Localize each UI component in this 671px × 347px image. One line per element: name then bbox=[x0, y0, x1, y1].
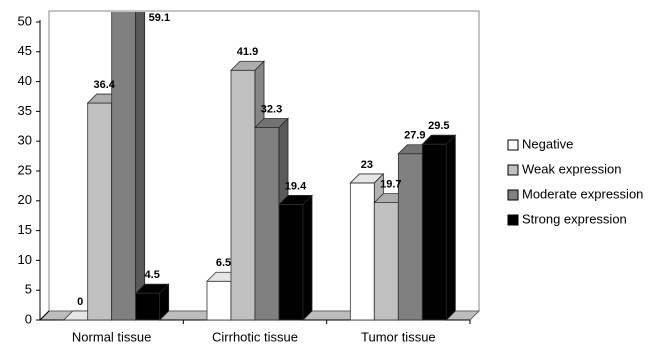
value-label: 29.5 bbox=[428, 120, 449, 132]
bar bbox=[134, 283, 170, 321]
y-tick-label: 35 bbox=[18, 103, 32, 118]
y-tick-label: 45 bbox=[18, 43, 32, 58]
y-tick-label: 50 bbox=[18, 13, 32, 28]
legend-label: Moderate expression bbox=[522, 186, 643, 201]
value-label: 36.4 bbox=[93, 79, 115, 91]
bar-front bbox=[135, 292, 161, 321]
y-tick-label: 25 bbox=[18, 162, 32, 177]
legend-swatch bbox=[507, 139, 519, 151]
x-tick-label: Cirrhotic tissue bbox=[212, 329, 298, 344]
legend-swatch bbox=[507, 189, 519, 201]
bar-front bbox=[230, 69, 256, 321]
value-label: 23 bbox=[361, 159, 373, 171]
legend-label: Weak expression bbox=[522, 161, 621, 176]
value-label: 0 bbox=[77, 296, 83, 308]
bar-side bbox=[302, 194, 313, 321]
bar bbox=[421, 134, 457, 321]
bar-front bbox=[278, 203, 304, 321]
x-tick-label: Normal tissue bbox=[72, 329, 151, 344]
bars bbox=[62, 12, 457, 321]
value-label: 19.4 bbox=[285, 180, 307, 192]
value-label: 59.1 bbox=[149, 12, 170, 24]
bar-side bbox=[159, 283, 170, 321]
bar-side bbox=[135, 12, 146, 321]
bar-front bbox=[397, 153, 423, 321]
bar-side bbox=[445, 134, 456, 321]
bar-front bbox=[87, 102, 113, 321]
bar bbox=[254, 117, 289, 321]
y-tick-label: 40 bbox=[18, 73, 32, 88]
bar bbox=[111, 12, 146, 321]
bar-front bbox=[373, 202, 399, 321]
y-tick-label: 15 bbox=[18, 222, 32, 237]
bar-front bbox=[111, 12, 137, 321]
value-label: 4.5 bbox=[145, 269, 160, 281]
legend-label: Negative bbox=[522, 136, 573, 151]
value-label: 41.9 bbox=[237, 46, 258, 58]
y-tick-label: 10 bbox=[18, 252, 32, 267]
legend-label: Strong expression bbox=[522, 211, 627, 226]
y-tick-label: 30 bbox=[18, 133, 32, 148]
y-tick-label: 20 bbox=[18, 192, 32, 207]
value-label: 32.3 bbox=[261, 103, 282, 115]
bar-front bbox=[254, 127, 280, 321]
bar-front bbox=[349, 182, 375, 321]
y-tick-label: 0 bbox=[25, 311, 32, 326]
y-axis-depth bbox=[39, 310, 50, 321]
value-label: 19.7 bbox=[380, 178, 401, 190]
value-label: 6.5 bbox=[216, 257, 231, 269]
y-tick-label: 5 bbox=[25, 282, 32, 297]
bar bbox=[278, 194, 313, 321]
x-tick-label: Tumor tissue bbox=[361, 329, 436, 344]
legend-swatch bbox=[507, 214, 519, 226]
bar-front bbox=[206, 280, 232, 321]
bar-front bbox=[421, 143, 447, 321]
legend-swatch bbox=[507, 164, 519, 176]
value-label: 27.9 bbox=[404, 130, 425, 142]
